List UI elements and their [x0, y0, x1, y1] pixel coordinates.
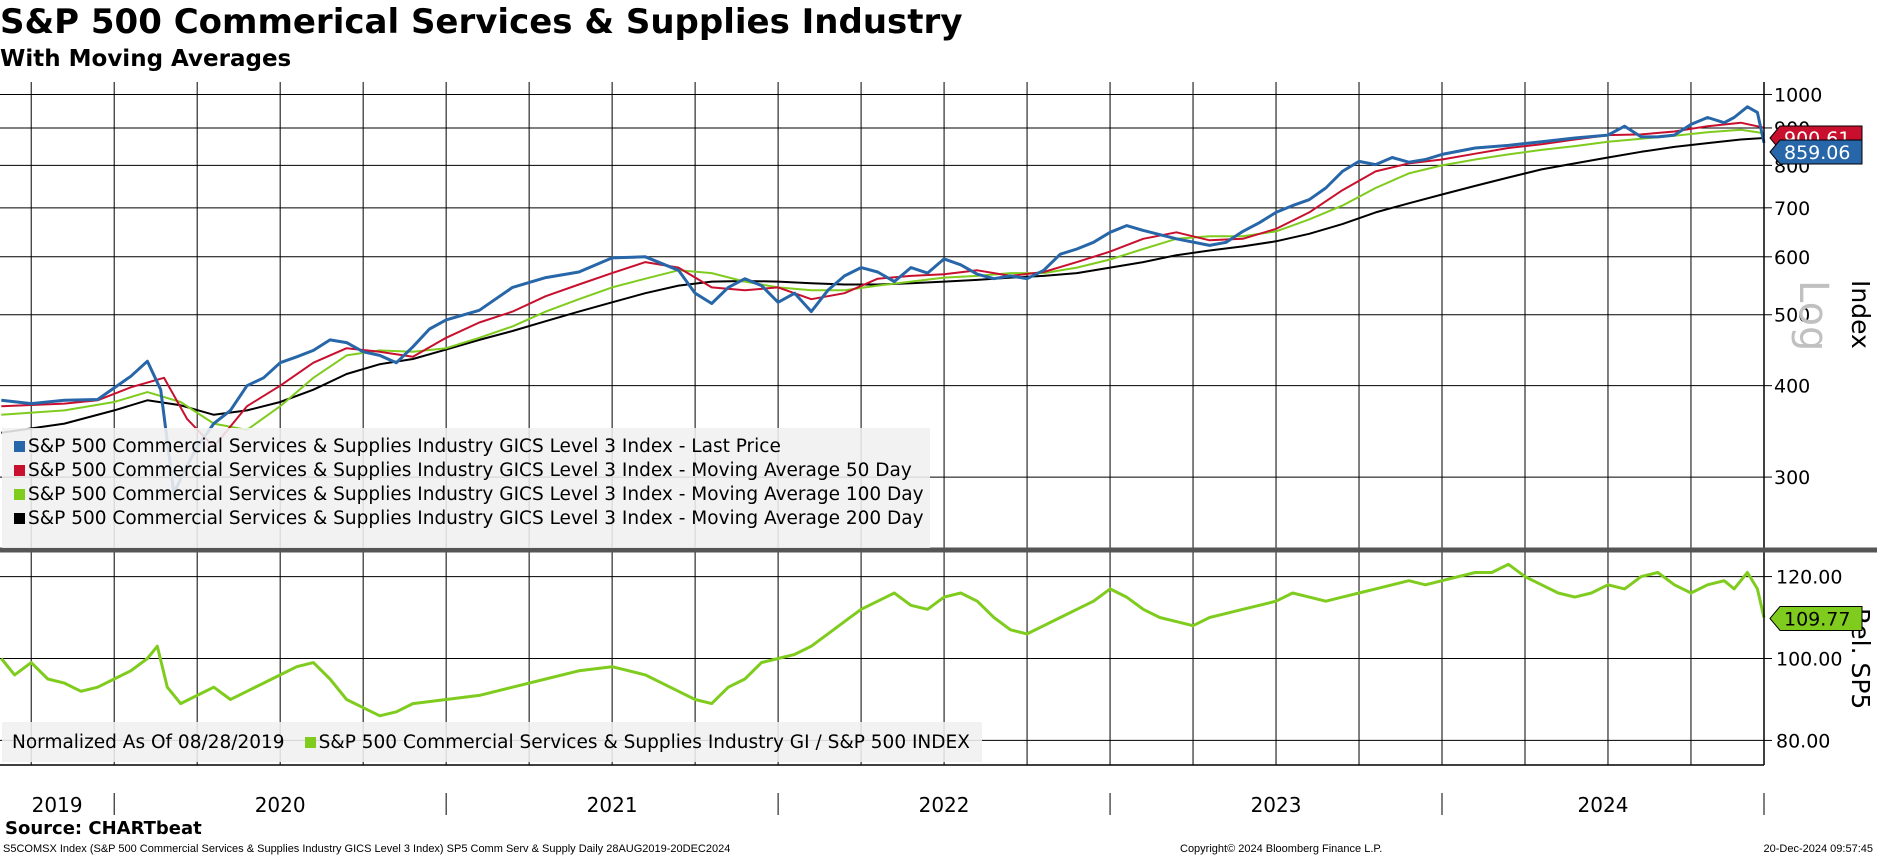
y-tick-label: 700: [1774, 198, 1810, 220]
x-tick-label: 2022: [919, 793, 970, 817]
footer-ticker-description: S5COMSX Index (S&P 500 Commercial Servic…: [3, 843, 731, 855]
legend-label-ma100: S&P 500 Commercial Services & Supplies I…: [28, 483, 924, 505]
legend-swatch-ma100: [14, 488, 25, 500]
y-tick-label: 80.00: [1776, 730, 1830, 752]
footer-copyright: Copyright© 2024 Bloomberg Finance L.P.: [1180, 843, 1383, 855]
legend-swatch-relative: [304, 736, 316, 748]
legend-swatch-last-price: [14, 440, 25, 452]
legend-item-ma200: S&P 500 Commercial Services & Supplies I…: [2, 506, 930, 530]
last-value-last-price: 859.06: [1784, 142, 1850, 164]
source-label: Source: CHARTbeat: [5, 818, 202, 839]
series-line-ma50: [1, 121, 1765, 448]
legend-item-ma100: S&P 500 Commercial Services & Supplies I…: [2, 482, 930, 506]
y-tick-label: 1000: [1774, 84, 1822, 106]
series-line-last-price: [1, 105, 1766, 495]
y-tick-label: 500: [1774, 305, 1810, 327]
x-tick-label: 2019: [32, 793, 83, 817]
chart-subtitle: With Moving Averages: [0, 46, 292, 72]
price-legend: S&P 500 Commercial Services & Supplies I…: [2, 428, 930, 548]
footer-timestamp: 20-Dec-2024 09:57:45: [1763, 843, 1873, 855]
log-scale-label: Log: [1790, 280, 1836, 351]
legend-label-ma50: S&P 500 Commercial Services & Supplies I…: [28, 459, 912, 481]
price-series: [1, 105, 1766, 495]
legend-label-ma200: S&P 500 Commercial Services & Supplies I…: [28, 507, 924, 529]
last-value-relative-box: [1769, 605, 1863, 631]
y-tick-label: 100.00: [1776, 649, 1842, 671]
legend-label-last-price: S&P 500 Commercial Services & Supplies I…: [28, 435, 781, 457]
x-tick-label: 2023: [1251, 793, 1302, 817]
y-tick-label: 120.00: [1776, 567, 1842, 589]
legend-swatch-ma200: [14, 512, 25, 524]
relative-legend: Normalized As Of 08/28/2019 S&P 500 Comm…: [2, 722, 982, 762]
x-tick-label: 2020: [255, 793, 306, 817]
legend-label-relative: S&P 500 Commercial Services & Supplies I…: [318, 731, 970, 753]
legend-item-last-price: S&P 500 Commercial Services & Supplies I…: [2, 434, 930, 458]
x-tick-label: 2021: [587, 793, 638, 817]
series-line-ma100: [1, 128, 1765, 431]
y-axis-title: Index: [1846, 280, 1875, 349]
last-value-relative: 109.77: [1784, 608, 1850, 630]
x-tick-label: 2024: [1578, 793, 1629, 817]
relative-series: [0, 562, 1766, 718]
series-line-ma200: [1, 137, 1765, 434]
y-tick-label: 300: [1774, 467, 1810, 489]
last-value-last-price-box: [1769, 139, 1863, 165]
series-line-relative: [0, 562, 1766, 718]
chart-title: S&P 500 Commerical Services & Supplies I…: [0, 2, 963, 42]
y-tick-label: 600: [1774, 247, 1810, 269]
legend-item-ma50: S&P 500 Commercial Services & Supplies I…: [2, 458, 930, 482]
legend-normalized-note: Normalized As Of 08/28/2019: [12, 731, 285, 753]
legend-swatch-ma50: [14, 464, 25, 476]
axes: 300400500600700800900100080.00100.00120.…: [0, 82, 1877, 817]
y-tick-label: 400: [1774, 376, 1810, 398]
